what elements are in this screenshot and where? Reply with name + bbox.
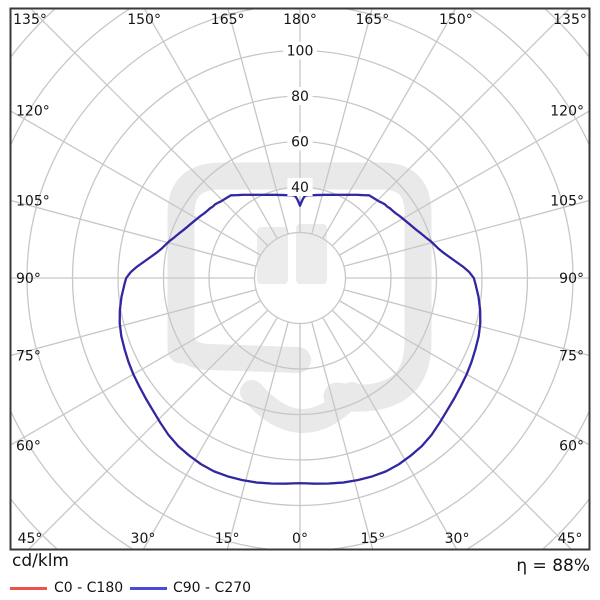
radial-tick-backing xyxy=(287,132,313,151)
angle-tick-label: 105° xyxy=(16,193,50,209)
grid-spoke xyxy=(143,8,278,239)
radial-tick-backing xyxy=(283,41,317,60)
angle-tick-label: 0° xyxy=(292,531,308,547)
grid-spoke xyxy=(343,199,590,267)
grid-spoke xyxy=(226,321,289,550)
unit-label: cd/klm xyxy=(12,551,69,571)
grid-spoke xyxy=(339,109,590,256)
angle-tick-label: 30° xyxy=(131,531,156,547)
legend-label-c90: C90 - C270 xyxy=(173,580,252,596)
grid-spoke xyxy=(343,289,590,357)
radial-tick-label: 100 xyxy=(287,44,314,60)
radial-tick-labels: 40 60 80 100 xyxy=(283,41,317,196)
angle-tick-labels: 0° 15° 15° 30° 30° 45° 45° 60° 60° 75° 75° 90° 90° 10… xyxy=(13,12,587,547)
grid-spoke xyxy=(331,309,573,550)
legend-line-c0-icon xyxy=(10,587,47,590)
angle-tick-label: 90° xyxy=(16,271,41,287)
radial-tick-label: 60 xyxy=(291,135,309,151)
c90-c270-curve xyxy=(118,193,482,485)
distribution-curves xyxy=(118,193,482,485)
angle-tick-label: 180° xyxy=(283,12,317,28)
grid-spoke xyxy=(10,109,261,256)
radial-tick-label: 40 xyxy=(291,180,309,196)
angle-tick-label: 15° xyxy=(360,531,385,547)
grid-spoke xyxy=(27,309,269,550)
plot-border xyxy=(9,7,591,551)
angle-tick-label: 30° xyxy=(445,531,470,547)
grid-spoke xyxy=(311,8,374,235)
grid-spoke xyxy=(142,317,278,550)
efficiency-value: η = 88% xyxy=(516,556,590,576)
angle-tick-label: 15° xyxy=(215,531,240,547)
grid-spoke xyxy=(322,317,458,550)
angle-tick-label: 135° xyxy=(553,12,587,28)
angle-tick-label: 165° xyxy=(355,12,389,28)
grid-spoke xyxy=(10,289,257,357)
brand-logo-watermark xyxy=(167,162,432,433)
radial-tick-backing xyxy=(287,87,313,105)
angle-tick-label: 75° xyxy=(16,349,41,365)
angle-tick-label: 120° xyxy=(16,104,50,120)
angle-tick-label: 90° xyxy=(559,271,584,287)
radial-tick-label: 80 xyxy=(291,89,309,105)
angle-tick-label: 60° xyxy=(16,438,41,454)
grid-spoke xyxy=(10,199,257,267)
angle-tick-label: 75° xyxy=(559,349,584,365)
radial-tick-backing xyxy=(287,178,313,196)
angle-tick-label: 135° xyxy=(13,12,47,28)
angle-tick-label: 150° xyxy=(127,12,161,28)
angle-tick-label: 45° xyxy=(558,531,583,547)
grid-spoke xyxy=(226,8,289,235)
legend-line-c90-icon xyxy=(130,587,167,590)
grid-spoke xyxy=(322,8,457,239)
angle-tick-label: 45° xyxy=(18,531,43,547)
grid-spoke xyxy=(311,321,374,550)
grid-spoke xyxy=(339,300,590,447)
legend-label-c0: C0 - C180 xyxy=(54,580,124,596)
angle-tick-label: 165° xyxy=(211,12,245,28)
angle-tick-label: 150° xyxy=(439,12,473,28)
angle-tick-label: 105° xyxy=(550,193,584,209)
angle-tick-label: 60° xyxy=(559,438,584,454)
angle-tick-label: 120° xyxy=(550,104,584,120)
grid-spoke xyxy=(10,300,261,447)
